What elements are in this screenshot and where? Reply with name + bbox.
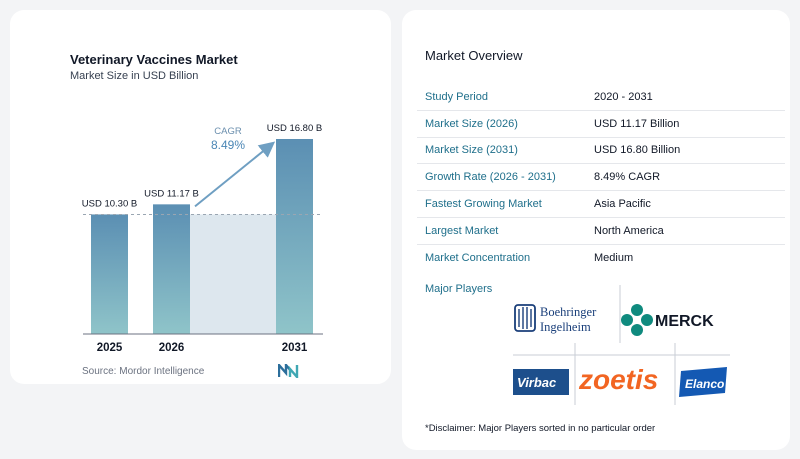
major-players-logos: Boehringer Ingelheim MERCK Virbac zoetis…: [513, 285, 730, 405]
row-label: Study Period: [425, 90, 488, 103]
merck-logo: MERCK: [621, 304, 714, 336]
tick-label-2026: 2026: [159, 342, 185, 354]
bar-chart: USD 10.30 B 2025 USD 11.17 B 2026 USD 16.80 …: [82, 123, 323, 354]
chart-title: Veterinary Vaccines Market: [70, 52, 238, 67]
row-value: 2020 - 2031: [594, 90, 653, 103]
row-value: USD 11.17 Billion: [594, 117, 680, 130]
merck-wordmark: MERCK: [655, 313, 714, 330]
boehringer-logo: Boehringer Ingelheim: [514, 304, 597, 334]
row-label: Market Size (2031): [425, 144, 518, 157]
zoetis-wordmark: zoetis: [578, 364, 658, 395]
overview-table: Study Period 2020 - 2031 Market Size (20…: [417, 84, 785, 272]
row-label: Market Size (2026): [425, 117, 518, 130]
cagr-label: CAGR: [214, 126, 242, 137]
overview-row: Growth Rate (2026 - 2031) 8.49% CAGR: [417, 164, 785, 192]
row-label: Market Concentration: [425, 252, 531, 265]
row-value: 8.49% CAGR: [594, 171, 661, 184]
tick-label-2025: 2025: [97, 342, 123, 354]
growth-band: [190, 214, 276, 334]
boehringer-line1: Boehringer: [540, 305, 597, 319]
elanco-logo: Elanco: [679, 367, 727, 397]
bar-2031: [276, 139, 313, 334]
source-note: Source: Mordor Intelligence: [82, 366, 205, 377]
overview-row: Market Size (2031) USD 16.80 Billion: [417, 138, 785, 165]
row-value: Medium: [594, 252, 634, 265]
row-value: USD 16.80 Billion: [594, 144, 681, 157]
overview-row: Study Period 2020 - 2031: [417, 84, 785, 111]
data-label-2031: USD 16.80 B: [267, 123, 322, 134]
bar-2025: [91, 214, 128, 334]
data-label-2026: USD 11.17 B: [144, 188, 199, 199]
row-label: Largest Market: [425, 224, 499, 237]
tick-label-2031: 2031: [282, 342, 308, 354]
bar-2026: [153, 204, 190, 334]
overview-row: Market Concentration Medium: [417, 245, 785, 272]
virbac-logo: Virbac: [513, 369, 569, 395]
boehringer-emblem-icon: [514, 304, 536, 332]
overview-row: Market Size (2026) USD 11.17 Billion: [417, 111, 785, 138]
overview-title: Market Overview: [425, 48, 523, 63]
major-players-label: Major Players: [425, 283, 493, 295]
row-label: Fastest Growing Market: [425, 198, 542, 211]
cagr-arrow: [194, 141, 276, 208]
row-label: Growth Rate (2026 - 2031): [425, 171, 556, 184]
boehringer-columns-icon: [518, 307, 532, 329]
cagr-value: 8.49%: [211, 138, 245, 152]
row-value: Asia Pacific: [594, 198, 651, 211]
overview-row: Largest Market North America: [417, 218, 785, 245]
boehringer-line2: Ingelheim: [540, 320, 591, 334]
row-value: North America: [594, 224, 664, 237]
merck-emblem-icon: [621, 304, 653, 336]
mordor-logo-icon: [278, 364, 299, 378]
virbac-wordmark: Virbac: [517, 375, 557, 390]
elanco-wordmark: Elanco: [685, 377, 724, 391]
data-label-2025: USD 10.30 B: [82, 198, 137, 209]
chart-subtitle: Market Size in USD Billion: [70, 70, 199, 82]
disclaimer: *Disclaimer: Major Players sorted in no …: [425, 423, 656, 434]
overview-row: Fastest Growing Market Asia Pacific: [417, 191, 785, 218]
